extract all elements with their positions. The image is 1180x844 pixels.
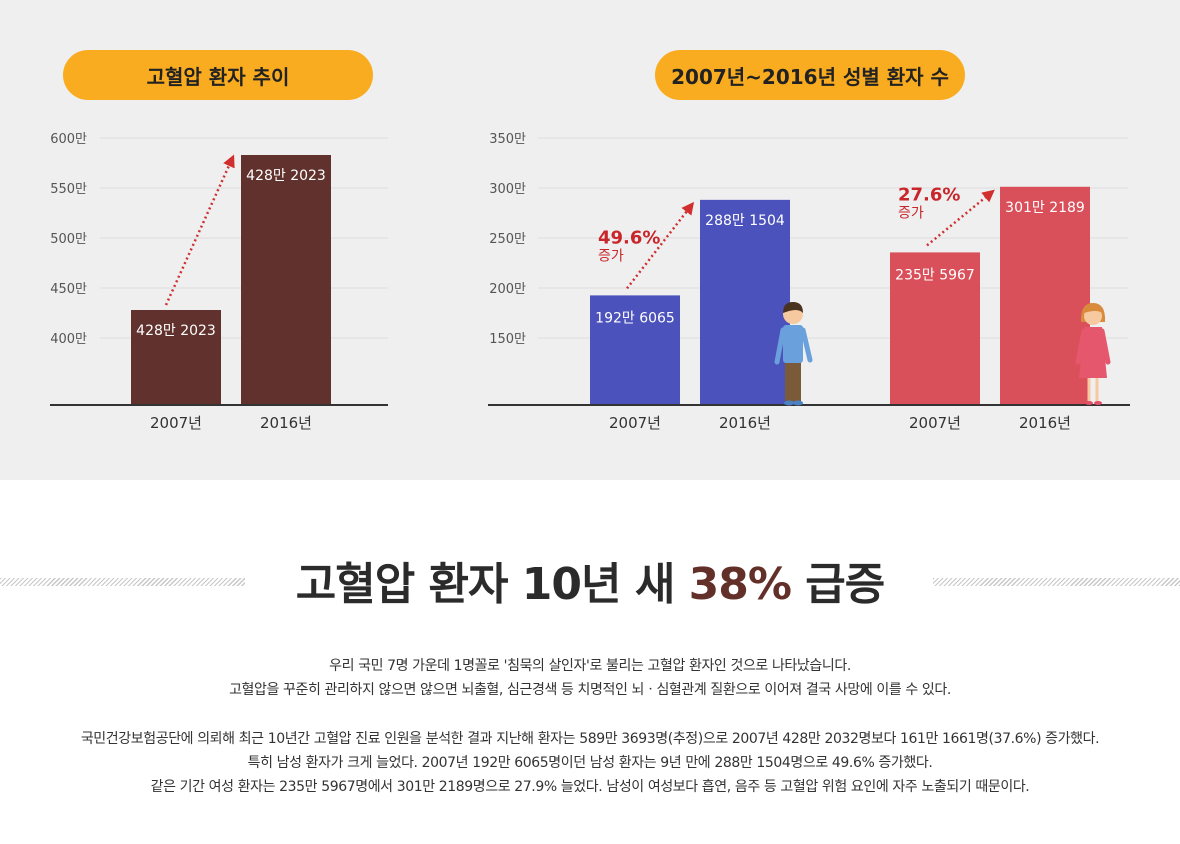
left-ytick-label: 500만: [50, 232, 87, 247]
female-figure-icon: [1075, 303, 1111, 405]
female-dress: [1079, 327, 1107, 378]
male-shirt: [783, 325, 803, 363]
left-xtick-label: 2016년: [260, 414, 312, 432]
right-xtick-label: 2007년: [909, 414, 961, 432]
right-ytick-label: 250만: [489, 232, 526, 247]
left-chart-title: 고혈압 환자 추이: [63, 50, 373, 100]
male-arm: [800, 327, 813, 363]
male-arm: [774, 327, 786, 365]
right-xtick-label: 2007년: [609, 414, 661, 432]
body-p2-line1: 국민건강보험공단에 의뢰해 최근 10년간 고혈압 진료 인원을 분석한 결과 …: [80, 731, 1100, 747]
right-bar-label: 235만 5967: [895, 267, 975, 283]
male-shoe: [793, 400, 803, 406]
headline-left-decoration: [0, 578, 245, 586]
right-bar-2-2: [1000, 186, 1090, 405]
headline: 고혈압 환자 10년 새 38% 급증: [0, 548, 1180, 612]
male-legs: [785, 360, 801, 402]
right-bar-1-2: [700, 199, 790, 405]
male-hair: [783, 302, 803, 313]
increase-label: 증가: [598, 248, 624, 264]
charts-canvas: 400만 450만 500만 550만 600만 428만 2023 2007년 428만 2…: [50, 132, 1130, 432]
left-bar-1: [131, 310, 221, 405]
right-bar-label: 301만 2189: [1005, 200, 1085, 216]
right-ytick-label: 200만: [489, 282, 526, 297]
right-xtick-label: 2016년: [1019, 414, 1071, 432]
body-p2-line2: 특히 남성 환자가 크게 늘었다. 2007년 192만 6065명이던 남성 …: [247, 755, 933, 771]
body-p1-line1: 우리 국민 7명 가운데 1명꼴로 '침묵의 살인자'로 불리는 고혈압 환자인…: [329, 658, 851, 674]
body-p1-line2: 고혈압을 꾸준히 관리하지 않으면 않으면 뇌출혈, 심근경색 등 치명적인 뇌…: [229, 682, 951, 698]
increase-percent: 49.6%: [598, 227, 660, 248]
right-ytick-label: 350만: [489, 132, 526, 147]
left-ytick-label: 600만: [50, 132, 87, 147]
right-xtick-label: 2016년: [719, 414, 771, 432]
female-arm: [1075, 328, 1087, 365]
left-ytick-label: 450만: [50, 282, 87, 297]
female-shoe: [1085, 401, 1093, 405]
male-figure-icon: [774, 302, 813, 406]
headline-right-decoration: [933, 578, 1180, 586]
female-shoe: [1094, 401, 1102, 405]
left-xtick-label: 2007년: [150, 414, 202, 432]
left-ytick-label: 400만: [50, 332, 87, 347]
male-shoe: [784, 400, 794, 406]
left-bar-label: 428만 2023: [136, 323, 216, 339]
left-ytick-label: 550만: [50, 182, 87, 197]
right-bar-2-1: [890, 252, 980, 405]
headline-part2: 급증: [790, 559, 885, 610]
right-increase-arrow: [926, 189, 995, 247]
body-p2-line3: 같은 기간 여성 환자는 235만 5967명에서 301만 2189명으로 2…: [150, 779, 1030, 795]
right-chart-title: 2007년~2016년 성별 환자 수: [655, 50, 965, 100]
headline-accent: 38%: [688, 559, 792, 610]
headline-part1: 고혈압 환자 10년 새: [295, 559, 689, 610]
right-ytick-label: 300만: [489, 182, 526, 197]
left-increase-arrow: [164, 154, 235, 306]
female-bangs: [1084, 305, 1102, 313]
left-bar-2: [241, 155, 331, 405]
increase-percent: 27.6%: [898, 184, 960, 205]
right-bar-label: 192만 6065: [595, 310, 675, 326]
right-bar-label: 288만 1504: [705, 213, 785, 229]
female-arm: [1099, 328, 1111, 365]
left-bar-label: 428만 2023: [246, 168, 326, 184]
right-ytick-label: 150만: [489, 332, 526, 347]
right-bar-1-1: [590, 295, 680, 405]
increase-label: 증가: [898, 205, 924, 221]
